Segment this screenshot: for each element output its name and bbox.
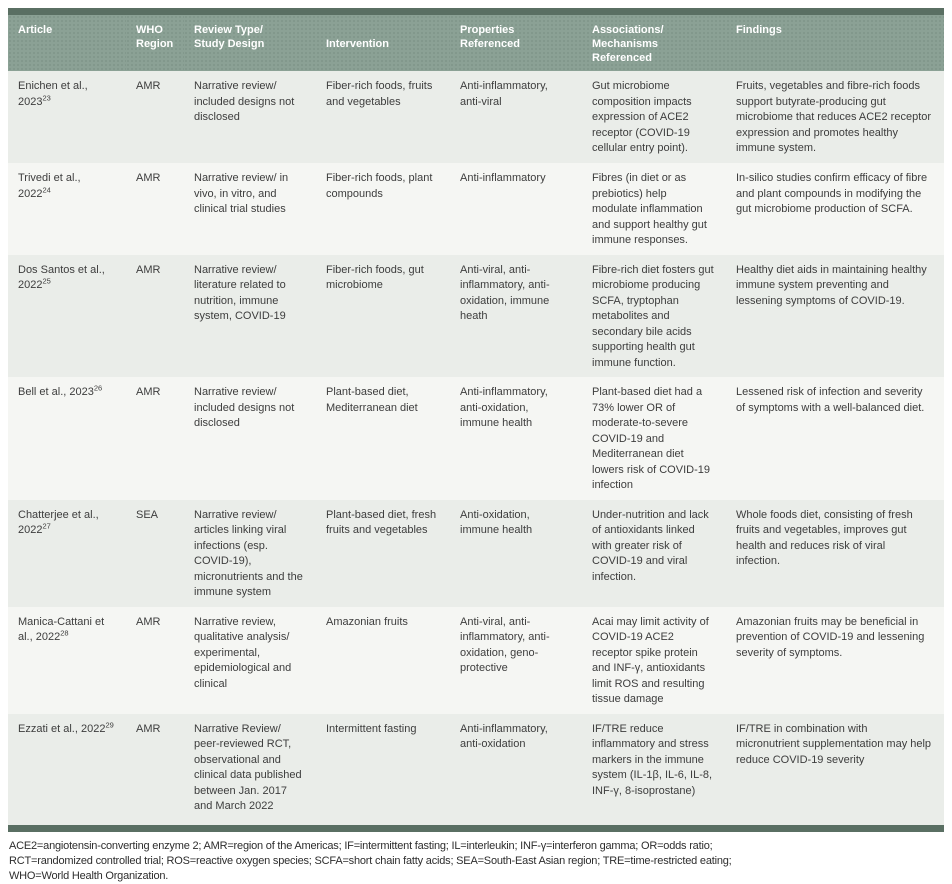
cell-findings: Fruits, vegetables and fibre-rich foods … — [726, 71, 944, 163]
column-header-findings: Findings — [726, 15, 944, 71]
cell-intervention: Fiber-rich foods, plant compounds — [316, 163, 450, 255]
cell-review-type-study-design: Narrative review/ literature related to … — [184, 254, 316, 377]
column-header-review-type: Review Type/ Study Design — [184, 15, 316, 71]
column-header-properties: Properties Referenced — [450, 15, 582, 71]
article-citation: Chatterjee et al., 2022 — [18, 508, 99, 537]
cell-article: Manica-Cattani et al., 202228 — [8, 606, 126, 714]
footnote-line: WHO=World Health Organization. — [9, 869, 169, 882]
footnote-line: ACE2=angiotensin-converting enzyme 2; AM… — [9, 839, 713, 852]
cell-findings: In-silico studies confirm efficacy of fi… — [726, 163, 944, 255]
article-citation: Ezzati et al., 2022 — [18, 722, 106, 735]
cell-review-type-study-design: Narrative review/ articles linking viral… — [184, 499, 316, 607]
article-citation: Bell et al., 2023 — [18, 386, 94, 398]
cell-associations-mechanisms-referenced: Gut microbiome composition impacts expre… — [582, 71, 726, 163]
table-row: Ezzati et al., 202229 AMR Narrative Review… — [8, 713, 944, 825]
cell-properties-referenced: Anti-viral, anti-inflammatory, anti-oxid… — [450, 606, 582, 714]
cell-intervention: Intermittent fasting — [316, 713, 450, 825]
abbreviations-footnote: ACE2=angiotensin-converting enzyme 2; AM… — [8, 832, 944, 884]
reference-superscript: 28 — [60, 628, 69, 638]
cell-intervention: Amazonian fruits — [316, 606, 450, 714]
cell-intervention: Plant-based diet, Mediterranean diet — [316, 377, 450, 500]
cell-findings: Lessened risk of infection and severity … — [726, 377, 944, 500]
reference-superscript: 24 — [42, 184, 51, 194]
cell-properties-referenced: Anti-oxidation, immune health — [450, 499, 582, 607]
table-row: Trivedi et al., 202224 AMR Narrative revie… — [8, 163, 944, 255]
cell-article: Ezzati et al., 202229 — [8, 713, 126, 825]
table-row: Enichen et al., 202323 AMR Narrative revie… — [8, 71, 944, 163]
table-row: Bell et al., 202326 AMR Narrative review/ … — [8, 377, 944, 500]
cell-who-region: SEA — [126, 499, 184, 607]
table-header-row: Article WHO Region Review Type/ Study Desi… — [8, 15, 944, 71]
cell-intervention: Fiber-rich foods, fruits and vegetables — [316, 71, 450, 163]
article-citation: Manica-Cattani et al., 2022 — [18, 615, 105, 644]
page: Article WHO Region Review Type/ Study Desi… — [8, 8, 944, 882]
article-citation: Dos Santos et al., 2022 — [18, 263, 105, 292]
cell-associations-mechanisms-referenced: IF/TRE reduce inflammatory and stress ma… — [582, 713, 726, 825]
cell-who-region: AMR — [126, 254, 184, 377]
article-citation: Trivedi et al., 2022 — [18, 172, 81, 200]
reference-superscript: 29 — [105, 719, 114, 729]
table-body: Enichen et al., 202323 AMR Narrative revie… — [8, 71, 944, 825]
table-row: Chatterjee et al., 202227 SEA Narrative re… — [8, 499, 944, 607]
cell-properties-referenced: Anti-inflammatory — [450, 163, 582, 255]
cell-review-type-study-design: Narrative review, qualitative analysis/ … — [184, 606, 316, 714]
reference-superscript: 23 — [42, 92, 51, 102]
table-row: Dos Santos et al., 202225 AMR Narrative re… — [8, 254, 944, 377]
cell-article: Bell et al., 202326 — [8, 377, 126, 500]
cell-properties-referenced: Anti-inflammatory, anti-oxidation — [450, 713, 582, 825]
table-header: Article WHO Region Review Type/ Study Desi… — [8, 15, 944, 71]
cell-findings: Whole foods diet, consisting of fresh fr… — [726, 499, 944, 607]
column-header-article: Article — [8, 15, 126, 71]
table-top-rule — [8, 8, 944, 15]
cell-findings: Amazonian fruits may be beneficial in pr… — [726, 606, 944, 714]
cell-article: Dos Santos et al., 202225 — [8, 254, 126, 377]
table-row: Manica-Cattani et al., 202228 AMR Narrativ… — [8, 606, 944, 714]
reference-superscript: 26 — [93, 383, 103, 393]
column-header-intervention: Intervention — [316, 15, 450, 71]
cell-article: Enichen et al., 202323 — [8, 71, 126, 163]
cell-intervention: Plant-based diet, fresh fruits and veget… — [316, 499, 450, 607]
cell-properties-referenced: Anti-viral, anti-inflammatory, anti-oxid… — [450, 254, 582, 377]
cell-review-type-study-design: Narrative review/ included designs not d… — [184, 377, 316, 500]
cell-review-type-study-design: Narrative Review/ peer-reviewed RCT, obs… — [184, 713, 316, 825]
cell-article: Trivedi et al., 202224 — [8, 163, 126, 255]
cell-findings: Healthy diet aids in maintaining healthy… — [726, 254, 944, 377]
cell-who-region: AMR — [126, 163, 184, 255]
reference-superscript: 25 — [42, 276, 51, 286]
cell-properties-referenced: Anti-inflammatory, anti-oxidation, immun… — [450, 377, 582, 500]
table-bottom-rule — [8, 824, 944, 832]
cell-article: Chatterjee et al., 202227 — [8, 499, 126, 607]
cell-associations-mechanisms-referenced: Under-nutrition and lack of antioxidants… — [582, 499, 726, 607]
cell-who-region: AMR — [126, 71, 184, 163]
review-table: Article WHO Region Review Type/ Study Desi… — [8, 15, 944, 825]
cell-review-type-study-design: Narrative review/ included designs not d… — [184, 71, 316, 163]
cell-associations-mechanisms-referenced: Fibres (in diet or as prebiotics) help m… — [582, 163, 726, 255]
cell-who-region: AMR — [126, 606, 184, 714]
cell-who-region: AMR — [126, 713, 184, 825]
reference-superscript: 27 — [42, 521, 51, 531]
article-citation: Enichen et al., 2023 — [18, 80, 88, 108]
cell-associations-mechanisms-referenced: Fibre-rich diet fosters gut microbiome p… — [582, 254, 726, 377]
cell-review-type-study-design: Narrative review/ in vivo, in vitro, and… — [184, 163, 316, 255]
column-header-associations: Associations/ Mechanisms Referenced — [582, 15, 726, 71]
cell-who-region: AMR — [126, 377, 184, 500]
column-header-who-region: WHO Region — [126, 15, 184, 71]
cell-intervention: Fiber-rich foods, gut microbiome — [316, 254, 450, 377]
cell-properties-referenced: Anti-inflammatory, anti-viral — [450, 71, 582, 163]
cell-findings: IF/TRE in combination with micronutrient… — [726, 713, 944, 825]
cell-associations-mechanisms-referenced: Acai may limit activity of COVID-19 ACE2… — [582, 606, 726, 714]
cell-associations-mechanisms-referenced: Plant-based diet had a 73% lower OR of m… — [582, 377, 726, 500]
